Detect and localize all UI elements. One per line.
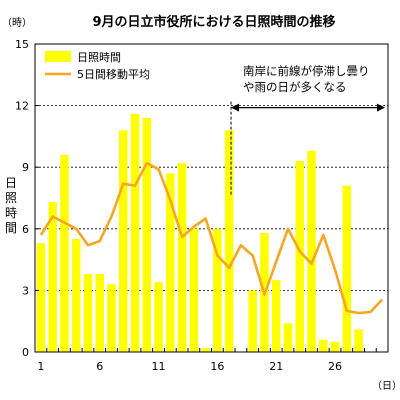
bar-14 xyxy=(189,228,199,352)
bar-3 xyxy=(60,154,69,352)
bar-4 xyxy=(71,239,81,352)
x-tick-label: 11 xyxy=(152,360,166,373)
x-tick-label: 16 xyxy=(210,360,224,373)
bar-28 xyxy=(354,329,363,352)
x-tick-label: 1 xyxy=(37,360,44,373)
bar-23 xyxy=(295,161,304,352)
y-tick-label: 6 xyxy=(22,223,29,236)
bar-11 xyxy=(154,282,163,352)
bar-15 xyxy=(201,347,210,352)
bar-8 xyxy=(119,130,128,352)
annotation-arrowhead-right xyxy=(377,103,385,112)
annotation-text: 南岸に前線が停滞し曇り や雨の日が多くなる xyxy=(243,64,370,94)
bar-13 xyxy=(177,163,187,352)
bar-27 xyxy=(342,185,352,352)
y-tick-label: 0 xyxy=(22,346,29,359)
bar-5 xyxy=(83,273,93,352)
y-axis-title: 日照時間 xyxy=(4,176,17,235)
y-tick-label: 15 xyxy=(15,38,29,51)
annotation-arrowhead-left xyxy=(231,103,240,112)
y-tick-label: 9 xyxy=(22,161,29,174)
x-tick-label: 21 xyxy=(269,360,283,373)
bar-9 xyxy=(130,113,140,353)
legend-label-sunshine: 日照時間 xyxy=(77,51,121,64)
bar-26 xyxy=(330,341,340,352)
bar-6 xyxy=(95,273,104,352)
x-axis-unit: （日） xyxy=(372,381,400,392)
y-tick-label: 12 xyxy=(15,100,29,113)
x-tick-label: 26 xyxy=(328,360,342,373)
bar-16 xyxy=(213,228,222,352)
bar-1 xyxy=(36,243,46,352)
legend-swatch-sunshine xyxy=(45,51,71,62)
bar-17 xyxy=(224,130,234,352)
bar-19 xyxy=(248,290,257,352)
bar-25 xyxy=(319,339,328,352)
bar-21 xyxy=(271,280,281,352)
bar-2 xyxy=(48,202,57,352)
bar-24 xyxy=(307,150,316,352)
moving-average-line xyxy=(39,161,384,315)
bar-22 xyxy=(283,323,293,352)
bar-7 xyxy=(107,284,116,352)
y-axis-unit: （時） xyxy=(2,18,32,29)
legend-label-moving-average: 5日間移動平均 xyxy=(77,67,150,81)
chart-title: 9月の日立市役所における日照時間の推移 xyxy=(92,15,336,30)
x-tick-label: 6 xyxy=(96,360,103,373)
y-tick-label: 3 xyxy=(22,284,29,297)
bar-10 xyxy=(142,117,152,352)
bar-12 xyxy=(166,173,175,352)
